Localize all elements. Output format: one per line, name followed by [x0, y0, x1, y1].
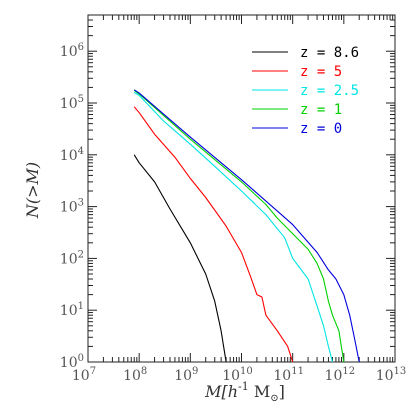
legend-label: z = 2.5 [300, 83, 359, 99]
series-line [133, 89, 345, 363]
x-tick-label: 1013 [376, 366, 407, 384]
x-tick-label: 107 [72, 366, 96, 384]
x-axis-title: M[h-1 M⊙] [204, 380, 285, 404]
x-tick-label: 1012 [325, 366, 356, 384]
y-tick-label: 104 [60, 146, 84, 164]
y-tick-label: 102 [60, 249, 84, 267]
y-axis-title: N(>M) [23, 162, 42, 219]
series-line [133, 91, 334, 363]
series-line [133, 89, 360, 363]
y-tick-label: 106 [60, 42, 84, 60]
axis-ticks: 107 108 109 1010 1011 1012 1013 100 101 102 103 104… [60, 14, 407, 384]
legend-label: z = 1 [300, 102, 342, 118]
series-line [133, 106, 294, 363]
y-tick-label: 105 [60, 94, 84, 112]
y-tick-label: 101 [60, 301, 84, 319]
legend: z = 8.6 z = 5 z = 2.5 z = 1 z = 0 [252, 45, 359, 137]
x-tick-label: 109 [174, 366, 198, 384]
y-tick-label: 100 [60, 353, 84, 371]
legend-label: z = 5 [300, 64, 342, 80]
series-lines [133, 89, 360, 363]
x-tick-label: 1011 [273, 366, 304, 384]
legend-label: z = 0 [300, 121, 342, 137]
series-line [133, 154, 227, 363]
x-tick-label: 108 [123, 366, 147, 384]
legend-label: z = 8.6 [300, 45, 359, 61]
x-tick-label: 1010 [222, 366, 253, 384]
y-tick-label: 103 [60, 198, 84, 216]
plot-frame [87, 14, 396, 363]
